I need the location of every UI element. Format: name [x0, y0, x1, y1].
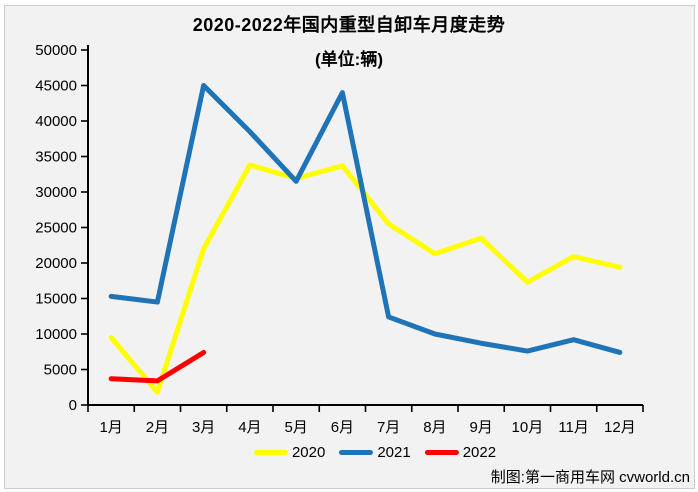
y-axis-label: 15000 — [35, 291, 77, 308]
credit-text: 制图:第一商用车网 cvworld.cn — [490, 469, 690, 486]
x-axis-label: 5月 — [284, 419, 307, 436]
y-axis-label: 50000 — [35, 42, 77, 59]
x-axis-label: 9月 — [469, 419, 492, 436]
y-axis-label: 5000 — [44, 362, 77, 379]
x-axis-label: 6月 — [331, 419, 354, 436]
chart-unit-label: (单位:辆) — [315, 50, 383, 69]
legend-item-2021: 2021 — [339, 444, 411, 461]
series-line-2021 — [108, 83, 623, 355]
y-axis-label: 10000 — [35, 326, 77, 343]
legend-swatch-2022-icon — [424, 450, 459, 455]
y-axis-label: 0 — [69, 397, 77, 414]
legend-swatch-2020-icon — [253, 450, 288, 455]
x-axis-label: 12月 — [604, 419, 636, 436]
y-axis-label: 45000 — [35, 78, 77, 95]
x-axis-label: 10月 — [512, 419, 544, 436]
y-axis-label: 40000 — [35, 113, 77, 130]
chart-legend: 2020 2021 2022 — [253, 444, 497, 461]
x-axis-label: 2月 — [146, 419, 169, 436]
x-axis-label: 8月 — [423, 419, 446, 436]
x-axis-label: 7月 — [377, 419, 400, 436]
x-axis-label: 11月 — [558, 419, 589, 436]
chart-title: 2020-2022年国内重型自卸车月度走势 — [192, 15, 506, 35]
y-axis-label: 35000 — [35, 149, 77, 166]
y-axis-label: 25000 — [35, 220, 77, 237]
legend-label-2022: 2022 — [462, 444, 497, 461]
legend-item-2022: 2022 — [424, 444, 497, 461]
x-axis-label: 3月 — [192, 419, 215, 436]
y-axis-label: 20000 — [35, 255, 77, 272]
legend-label-2021: 2021 — [377, 444, 411, 461]
legend-item-2020: 2020 — [253, 444, 326, 461]
chart-panel — [4, 5, 695, 489]
legend-label-2020: 2020 — [291, 444, 326, 461]
y-axis-label: 30000 — [35, 184, 77, 201]
series-line-2022 — [108, 349, 207, 384]
legend-swatch-2021-icon — [339, 450, 374, 455]
x-axis-label: 4月 — [238, 419, 261, 436]
x-axis-label: 1月 — [99, 419, 122, 436]
